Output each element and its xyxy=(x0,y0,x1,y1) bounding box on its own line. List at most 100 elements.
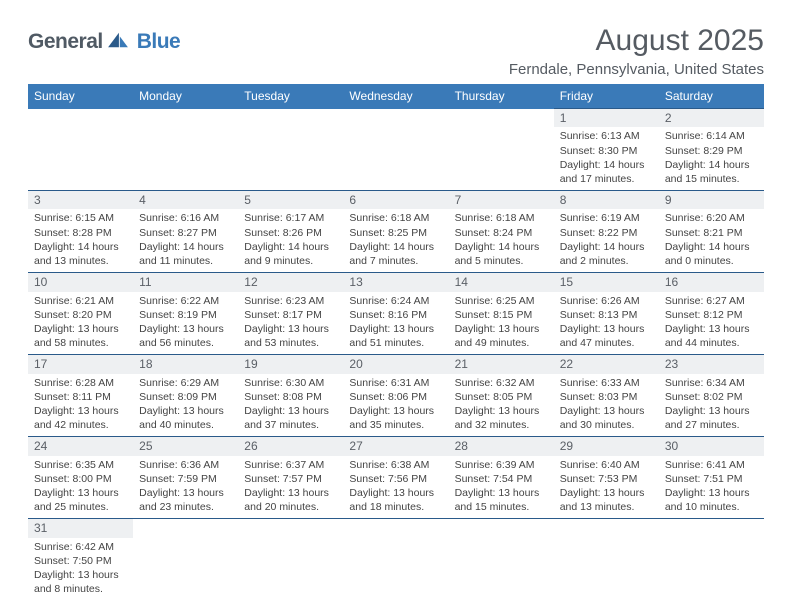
day-details: Sunrise: 6:13 AMSunset: 8:30 PMDaylight:… xyxy=(554,127,659,190)
day-number-cell: 8 xyxy=(554,191,659,210)
day-details: Sunrise: 6:31 AMSunset: 8:06 PMDaylight:… xyxy=(343,374,448,437)
day-cell xyxy=(449,127,554,190)
day-number-cell xyxy=(449,109,554,128)
header: General Blue August 2025 Ferndale, Penns… xyxy=(28,24,764,78)
day-cell: Sunrise: 6:41 AMSunset: 7:51 PMDaylight:… xyxy=(659,456,764,519)
day-details: Sunrise: 6:22 AMSunset: 8:19 PMDaylight:… xyxy=(133,292,238,355)
day-cell: Sunrise: 6:35 AMSunset: 8:00 PMDaylight:… xyxy=(28,456,133,519)
day-number: 2 xyxy=(659,109,764,127)
day-number-cell: 16 xyxy=(659,273,764,292)
week-content-row: Sunrise: 6:28 AMSunset: 8:11 PMDaylight:… xyxy=(28,374,764,437)
day-number-cell xyxy=(238,109,343,128)
day-number-cell: 17 xyxy=(28,355,133,374)
day-cell: Sunrise: 6:38 AMSunset: 7:56 PMDaylight:… xyxy=(343,456,448,519)
day-number: 1 xyxy=(554,109,659,127)
day-number: 27 xyxy=(343,437,448,455)
day-number-cell: 7 xyxy=(449,191,554,210)
day-number-cell xyxy=(659,519,764,538)
day-number: 30 xyxy=(659,437,764,455)
day-number: 31 xyxy=(28,519,133,537)
day-cell: Sunrise: 6:13 AMSunset: 8:30 PMDaylight:… xyxy=(554,127,659,190)
day-cell: Sunrise: 6:40 AMSunset: 7:53 PMDaylight:… xyxy=(554,456,659,519)
day-number: 20 xyxy=(343,355,448,373)
day-cell: Sunrise: 6:18 AMSunset: 8:24 PMDaylight:… xyxy=(449,209,554,272)
day-number-cell: 27 xyxy=(343,437,448,456)
week-content-row: Sunrise: 6:35 AMSunset: 8:00 PMDaylight:… xyxy=(28,456,764,519)
day-cell: Sunrise: 6:22 AMSunset: 8:19 PMDaylight:… xyxy=(133,292,238,355)
day-number: 12 xyxy=(238,273,343,291)
day-number-cell: 11 xyxy=(133,273,238,292)
day-cell: Sunrise: 6:19 AMSunset: 8:22 PMDaylight:… xyxy=(554,209,659,272)
day-number-cell xyxy=(133,109,238,128)
day-number: 10 xyxy=(28,273,133,291)
day-number-cell xyxy=(343,519,448,538)
day-cell: Sunrise: 6:30 AMSunset: 8:08 PMDaylight:… xyxy=(238,374,343,437)
day-number-cell: 20 xyxy=(343,355,448,374)
day-cell xyxy=(28,127,133,190)
day-number: 22 xyxy=(554,355,659,373)
week-daynum-row: 12 xyxy=(28,109,764,128)
day-number: 4 xyxy=(133,191,238,209)
weekday-header: Tuesday xyxy=(238,84,343,109)
logo: General Blue xyxy=(28,30,180,54)
weekday-header: Wednesday xyxy=(343,84,448,109)
day-number: 8 xyxy=(554,191,659,209)
day-cell xyxy=(343,538,448,601)
day-cell: Sunrise: 6:14 AMSunset: 8:29 PMDaylight:… xyxy=(659,127,764,190)
day-cell xyxy=(554,538,659,601)
day-number-cell: 6 xyxy=(343,191,448,210)
day-cell xyxy=(238,127,343,190)
day-details: Sunrise: 6:41 AMSunset: 7:51 PMDaylight:… xyxy=(659,456,764,519)
day-details: Sunrise: 6:18 AMSunset: 8:24 PMDaylight:… xyxy=(449,209,554,272)
location: Ferndale, Pennsylvania, United States xyxy=(509,61,764,78)
weekday-header-row: SundayMondayTuesdayWednesdayThursdayFrid… xyxy=(28,84,764,109)
day-cell: Sunrise: 6:34 AMSunset: 8:02 PMDaylight:… xyxy=(659,374,764,437)
day-cell: Sunrise: 6:37 AMSunset: 7:57 PMDaylight:… xyxy=(238,456,343,519)
day-number-cell: 29 xyxy=(554,437,659,456)
day-details: Sunrise: 6:40 AMSunset: 7:53 PMDaylight:… xyxy=(554,456,659,519)
logo-text-general: General xyxy=(28,30,103,54)
day-number: 5 xyxy=(238,191,343,209)
day-cell: Sunrise: 6:16 AMSunset: 8:27 PMDaylight:… xyxy=(133,209,238,272)
day-details: Sunrise: 6:42 AMSunset: 7:50 PMDaylight:… xyxy=(28,538,133,601)
day-cell: Sunrise: 6:18 AMSunset: 8:25 PMDaylight:… xyxy=(343,209,448,272)
day-number-cell xyxy=(28,109,133,128)
day-details: Sunrise: 6:24 AMSunset: 8:16 PMDaylight:… xyxy=(343,292,448,355)
day-cell: Sunrise: 6:42 AMSunset: 7:50 PMDaylight:… xyxy=(28,538,133,601)
day-details: Sunrise: 6:33 AMSunset: 8:03 PMDaylight:… xyxy=(554,374,659,437)
title-block: August 2025 Ferndale, Pennsylvania, Unit… xyxy=(509,24,764,78)
day-details: Sunrise: 6:28 AMSunset: 8:11 PMDaylight:… xyxy=(28,374,133,437)
day-number-cell: 23 xyxy=(659,355,764,374)
day-number: 15 xyxy=(554,273,659,291)
calendar-table: SundayMondayTuesdayWednesdayThursdayFrid… xyxy=(28,84,764,600)
day-number: 29 xyxy=(554,437,659,455)
day-number: 16 xyxy=(659,273,764,291)
weekday-header: Friday xyxy=(554,84,659,109)
week-daynum-row: 3456789 xyxy=(28,191,764,210)
weekday-header: Saturday xyxy=(659,84,764,109)
week-content-row: Sunrise: 6:15 AMSunset: 8:28 PMDaylight:… xyxy=(28,209,764,272)
day-number: 13 xyxy=(343,273,448,291)
day-number-cell xyxy=(238,519,343,538)
day-number: 17 xyxy=(28,355,133,373)
day-number: 24 xyxy=(28,437,133,455)
day-number-cell: 18 xyxy=(133,355,238,374)
day-cell: Sunrise: 6:15 AMSunset: 8:28 PMDaylight:… xyxy=(28,209,133,272)
logo-sail-icon xyxy=(107,31,129,49)
day-number: 9 xyxy=(659,191,764,209)
day-number: 11 xyxy=(133,273,238,291)
day-details: Sunrise: 6:32 AMSunset: 8:05 PMDaylight:… xyxy=(449,374,554,437)
day-number-cell: 24 xyxy=(28,437,133,456)
day-number-cell: 15 xyxy=(554,273,659,292)
day-number-cell xyxy=(554,519,659,538)
day-number-cell: 26 xyxy=(238,437,343,456)
day-number-cell: 25 xyxy=(133,437,238,456)
day-details: Sunrise: 6:23 AMSunset: 8:17 PMDaylight:… xyxy=(238,292,343,355)
day-details: Sunrise: 6:19 AMSunset: 8:22 PMDaylight:… xyxy=(554,209,659,272)
day-cell: Sunrise: 6:20 AMSunset: 8:21 PMDaylight:… xyxy=(659,209,764,272)
day-number: 21 xyxy=(449,355,554,373)
day-number: 7 xyxy=(449,191,554,209)
month-title: August 2025 xyxy=(509,24,764,57)
weekday-header: Monday xyxy=(133,84,238,109)
day-details: Sunrise: 6:16 AMSunset: 8:27 PMDaylight:… xyxy=(133,209,238,272)
